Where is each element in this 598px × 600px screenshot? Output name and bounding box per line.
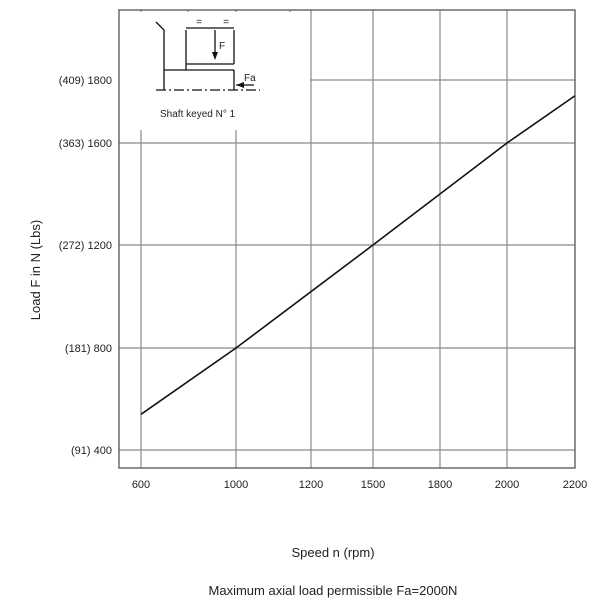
x-tick-label: 1800 (428, 479, 452, 491)
x-tick-label: 1200 (299, 479, 323, 491)
x-tick-label: 600 (132, 479, 150, 491)
x-tick-label: 1500 (361, 479, 385, 491)
x-tick-label: 2200 (563, 479, 587, 491)
axial-force-label: Fa (244, 73, 256, 84)
y-tick-label: (181) 800 (65, 343, 112, 355)
load-curve-line (140, 95, 576, 415)
force-label: F (219, 41, 225, 52)
x-tick-labels: 600 1000 1200 1500 1800 2000 2200 (132, 479, 587, 491)
shaft-inset-diagram: = = F Fa Shaft keyed N° 1 (125, 12, 310, 130)
equal-mark-right: = (223, 17, 229, 28)
x-tick-label: 1000 (224, 479, 248, 491)
y-tick-label: (409) 1800 (59, 75, 112, 87)
force-arrow-icon (212, 52, 218, 60)
axial-arrow-icon (236, 82, 244, 88)
x-axis-label: Speed n (rpm) (291, 545, 374, 560)
series-layer (140, 95, 576, 415)
x-tick-label: 2000 (495, 479, 519, 491)
inset-caption: Shaft keyed N° 1 (160, 109, 236, 120)
y-tick-labels: (409) 1800 (363) 1600 (272) 1200 (181) 800 (… (59, 75, 112, 457)
grid (119, 10, 575, 468)
y-axis-label: Load F in N (Lbs) (28, 220, 43, 320)
shaft-drawing (155, 21, 254, 90)
y-tick-label: (272) 1200 (59, 240, 112, 252)
y-tick-label: (91) 400 (71, 445, 112, 457)
plot-frame (118, 9, 576, 469)
equal-mark-left: = (196, 17, 202, 28)
chart-caption: Maximum axial load permissible Fa=2000N (209, 583, 458, 598)
inset-background (125, 12, 310, 130)
y-tick-label: (363) 1600 (59, 138, 112, 150)
